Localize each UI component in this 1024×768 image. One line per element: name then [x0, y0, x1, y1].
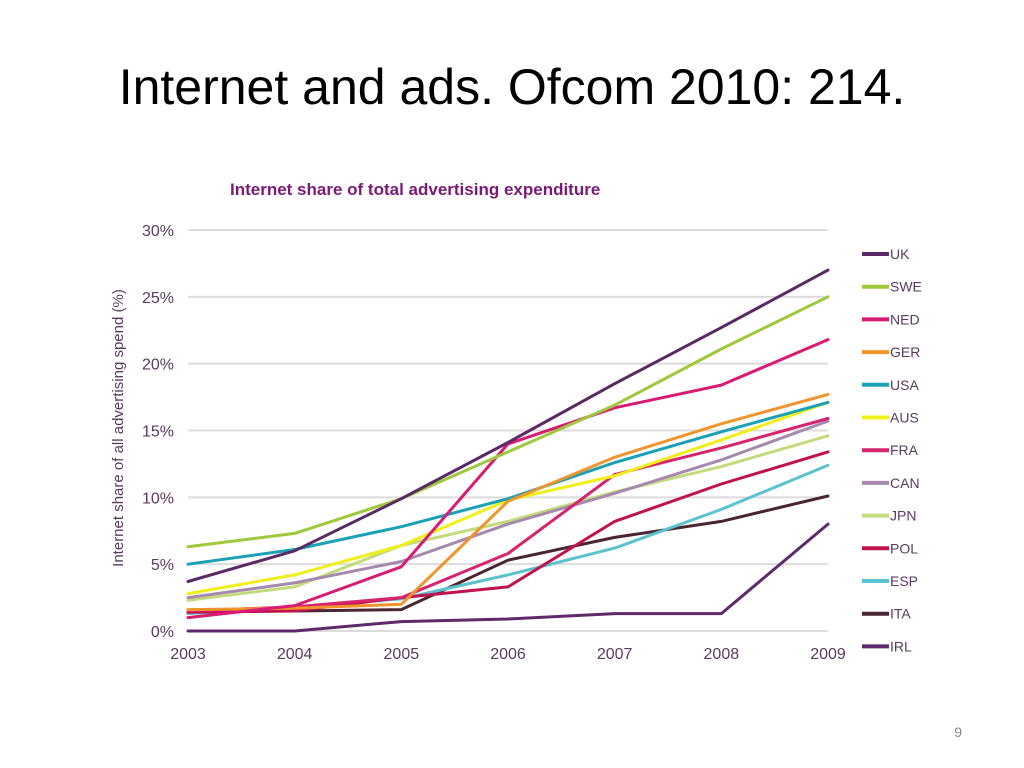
legend-item-ita: ITA	[862, 606, 911, 622]
y-tick-label: 5%	[151, 557, 174, 574]
legend-label: ITA	[890, 606, 911, 622]
x-tick-label: 2004	[277, 646, 313, 663]
legend-label: UK	[890, 246, 910, 262]
legend-label: AUS	[890, 410, 919, 426]
series-line-ger	[186, 392, 830, 612]
y-tick-label: 15%	[142, 424, 174, 441]
legend-label: FRA	[890, 442, 919, 458]
legend-label: ESP	[890, 573, 918, 589]
legend-label: JPN	[890, 508, 916, 524]
legend-item-esp: ESP	[862, 573, 918, 589]
series-line-fra	[186, 417, 830, 613]
legend-item-jpn: JPN	[862, 508, 916, 524]
legend-item-aus: AUS	[862, 410, 919, 426]
y-axis-ticks: 0% 5% 10% 15% 20% 25% 30%	[142, 223, 174, 641]
y-axis-title: Internet share of all advertising spend …	[110, 289, 127, 567]
series-line-usa	[186, 400, 830, 566]
legend-item-irl: IRL	[862, 638, 912, 654]
grid-lines	[188, 229, 828, 632]
legend-item-usa: USA	[862, 377, 919, 393]
legend-label: IRL	[890, 638, 912, 654]
series-line-can	[186, 419, 830, 600]
legend-label: USA	[890, 377, 919, 393]
legend-item-pol: POL	[862, 540, 918, 556]
y-tick-label: 30%	[142, 223, 174, 240]
series-lines	[186, 268, 830, 633]
legend-item-uk: UK	[862, 246, 910, 262]
series-line-uk	[186, 268, 830, 583]
x-tick-label: 2005	[384, 646, 420, 663]
slide-number: 9	[954, 724, 962, 740]
legend-label: GER	[890, 344, 920, 360]
y-tick-label: 0%	[151, 624, 174, 641]
legend-label: POL	[890, 540, 918, 556]
x-tick-label: 2009	[810, 646, 846, 663]
series-line-esp	[186, 463, 830, 616]
series-line-jpn	[186, 434, 830, 602]
legend-label: CAN	[890, 475, 920, 491]
legend-item-fra: FRA	[862, 442, 919, 458]
x-tick-label: 2006	[490, 646, 526, 663]
legend-item-ned: NED	[862, 311, 920, 327]
legend-label: NED	[890, 311, 920, 327]
series-line-swe	[186, 295, 830, 549]
y-tick-label: 25%	[142, 290, 174, 307]
legend: UK SWE NED GER USA AUS FRA CAN JPN POL ESP ITA IRL	[862, 246, 922, 654]
legend-item-can: CAN	[862, 475, 920, 491]
y-tick-label: 10%	[142, 490, 174, 507]
legend-item-ger: GER	[862, 344, 920, 360]
x-axis-ticks: 2003 2004 2005 2006 2007 2008 2009	[170, 646, 846, 663]
y-tick-label: 20%	[142, 357, 174, 374]
chart-title: Internet share of total advertising expe…	[230, 180, 600, 199]
x-tick-label: 2007	[597, 646, 633, 663]
series-line-irl	[186, 522, 830, 633]
x-tick-label: 2008	[704, 646, 740, 663]
slide-title: Internet and ads. Ofcom 2010: 214.	[118, 59, 906, 115]
legend-label: SWE	[890, 279, 922, 295]
x-tick-label: 2003	[170, 646, 206, 663]
series-line-pol	[186, 450, 830, 614]
legend-item-swe: SWE	[862, 279, 922, 295]
